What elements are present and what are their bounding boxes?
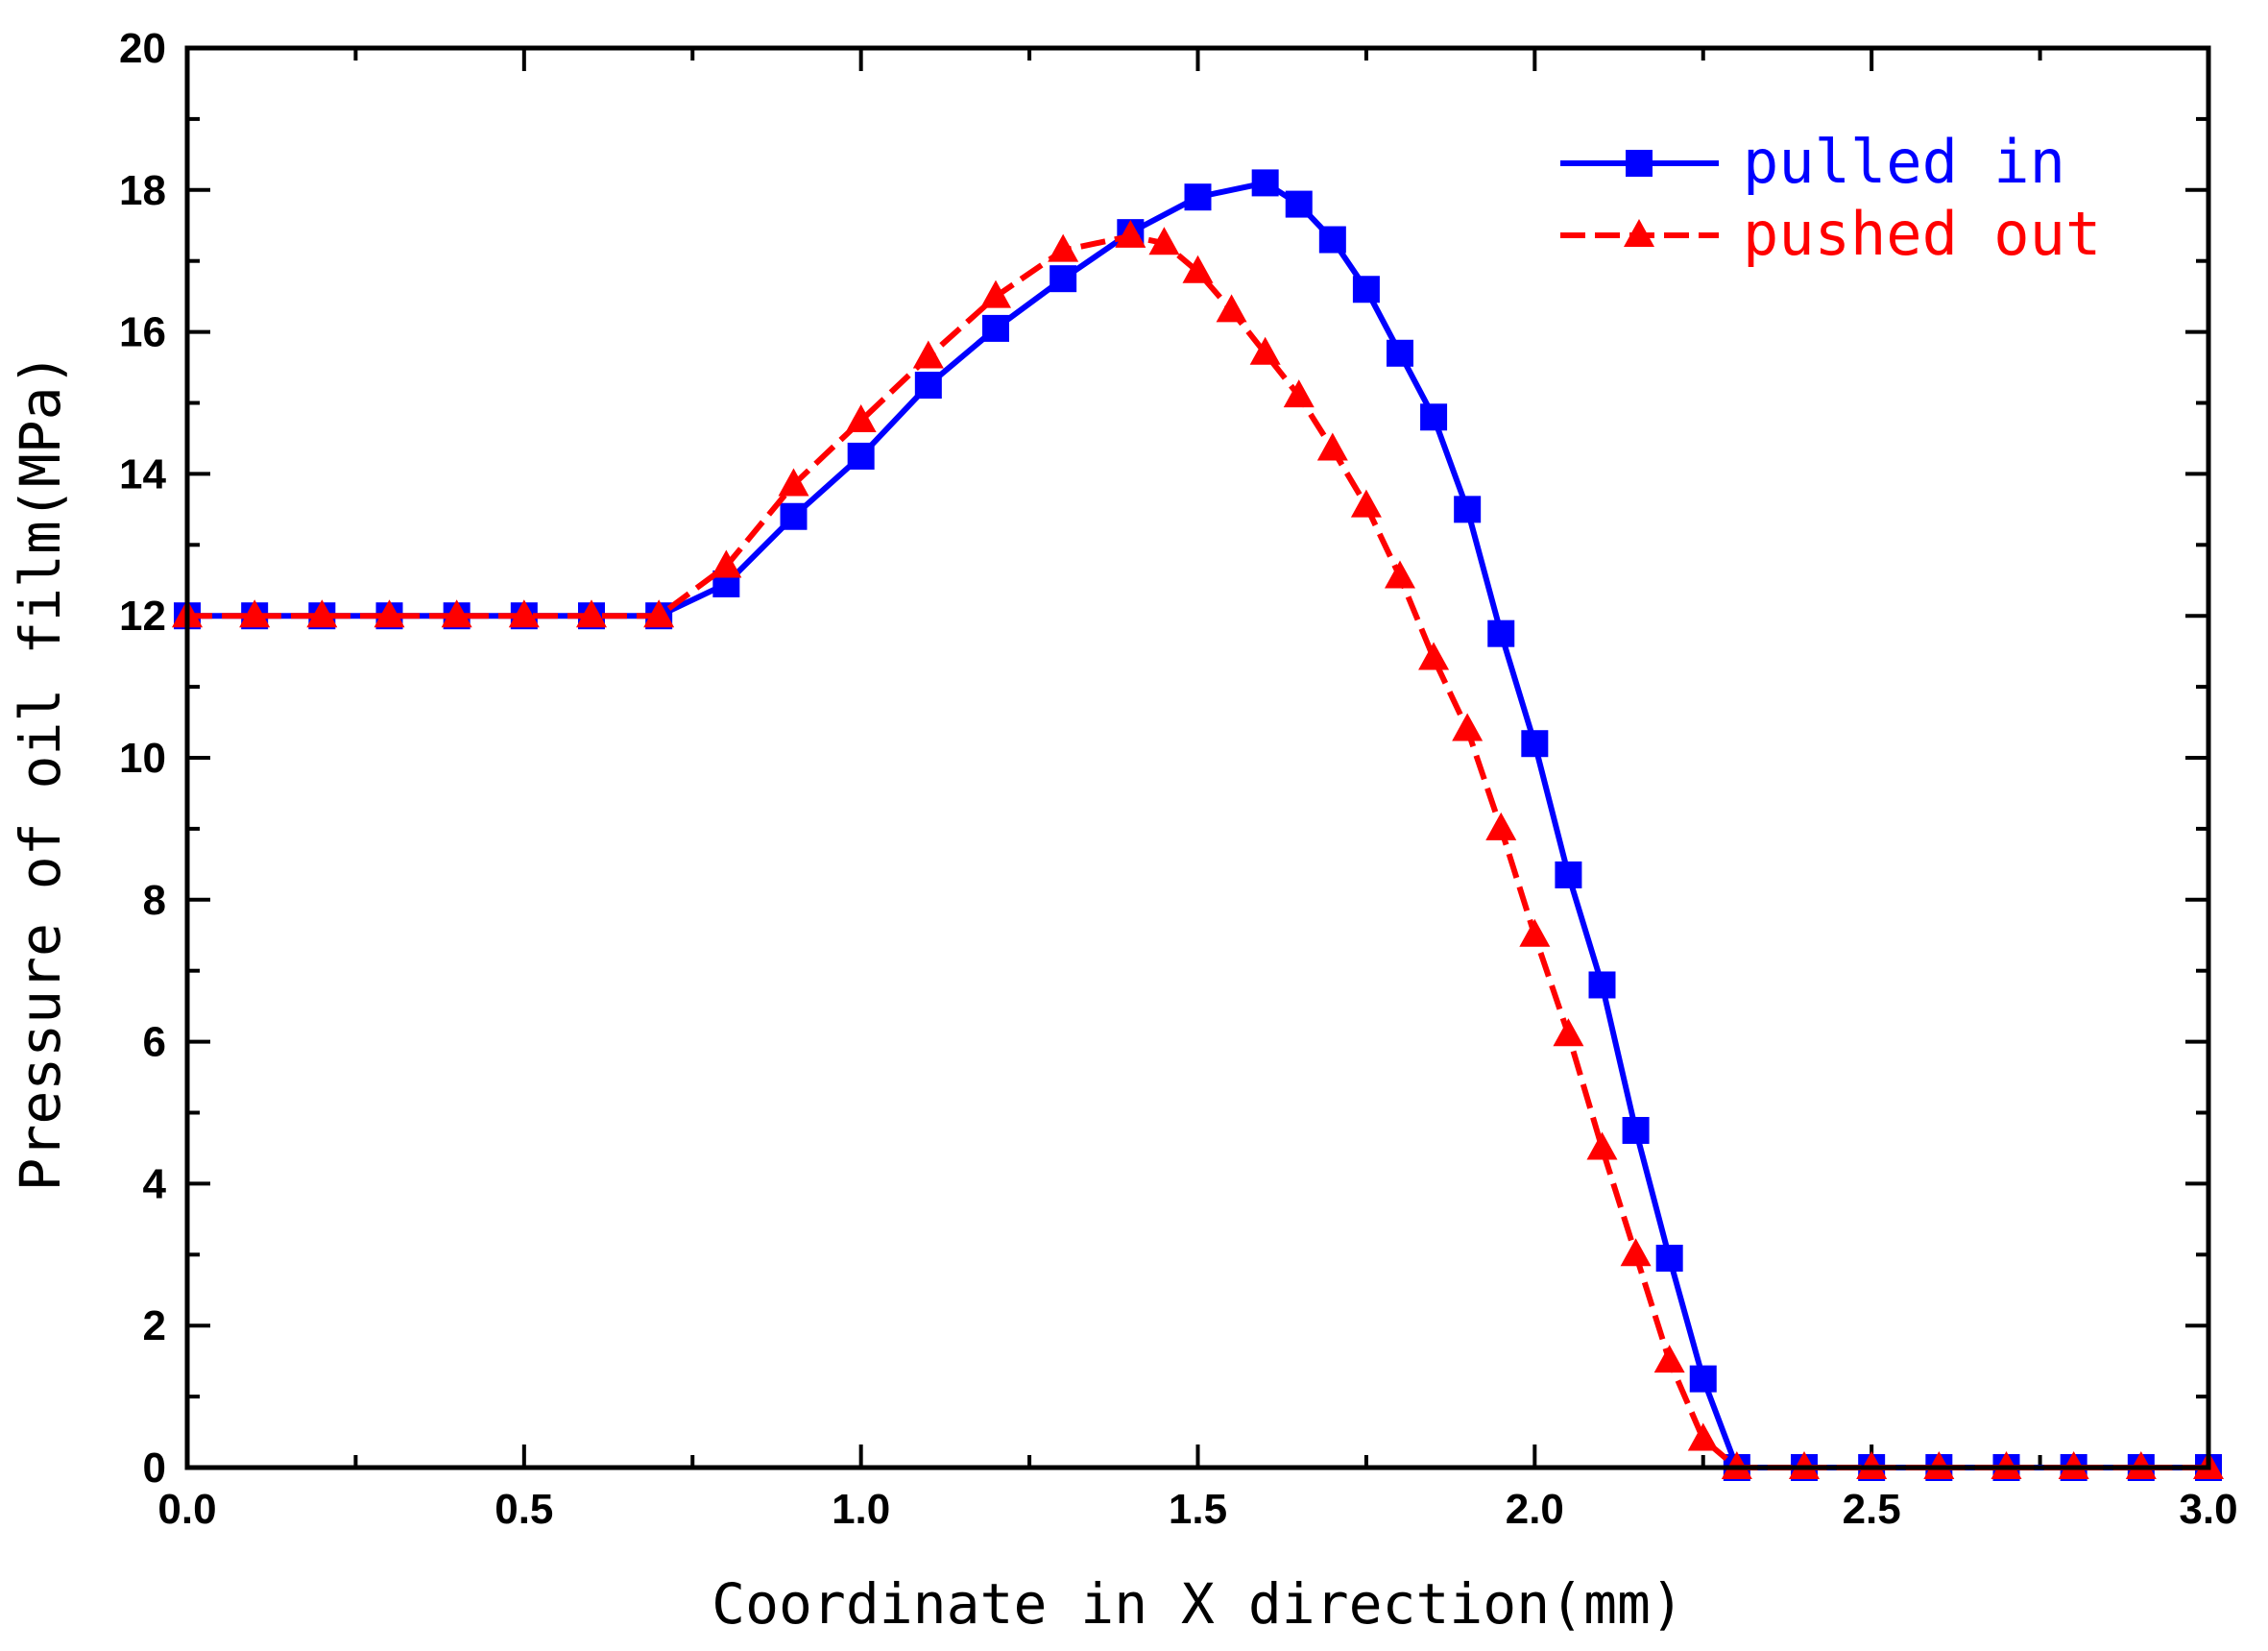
data-point-triangle	[1283, 379, 1315, 408]
data-point-triangle	[1385, 560, 1415, 589]
data-point-square	[1454, 496, 1482, 523]
data-point-triangle	[778, 468, 809, 497]
data-point-triangle	[1485, 812, 1517, 840]
data-point-triangle	[643, 599, 675, 628]
data-point-triangle	[1115, 219, 1146, 248]
x-tick-label: 2.0	[1506, 1486, 1564, 1533]
data-point-square	[1555, 861, 1582, 888]
y-tick-label: 2	[143, 1302, 166, 1349]
data-point-square	[1655, 1244, 1683, 1272]
data-point-triangle	[912, 340, 944, 369]
data-point-triangle	[845, 403, 877, 432]
data-point-square	[1588, 971, 1616, 999]
data-point-triangle	[576, 599, 607, 628]
data-point-square	[1689, 1365, 1717, 1393]
y-tick-label: 12	[119, 593, 166, 640]
y-tick-label: 4	[143, 1160, 167, 1207]
data-point-square	[1285, 190, 1313, 218]
data-point-triangle	[1148, 227, 1180, 255]
series-line	[187, 180, 2208, 1470]
legend-label: pulled in	[1743, 127, 2065, 197]
data-point-square	[1387, 339, 1413, 367]
data-point-triangle	[711, 549, 742, 578]
data-point-square	[1184, 183, 1212, 211]
data-point-triangle	[1249, 336, 1281, 365]
data-point-square	[1352, 276, 1380, 303]
x-axis-title: Coordinate in X direction(mm)	[712, 1571, 1684, 1637]
data-point-square	[982, 314, 1009, 342]
x-tick-label: 0.0	[157, 1486, 216, 1533]
data-point-triangle	[1316, 432, 1348, 461]
data-point-triangle	[980, 279, 1011, 308]
data-point-triangle	[1350, 489, 1382, 518]
y-tick-label: 16	[119, 309, 166, 356]
y-tick-label: 0	[143, 1445, 166, 1492]
plot-frame	[184, 45, 2211, 1470]
series-pulled-in	[174, 169, 2222, 1481]
data-point-triangle	[1216, 294, 1247, 323]
data-point-triangle	[508, 599, 540, 628]
y-tick-label: 10	[119, 735, 166, 782]
y-tick-label: 6	[143, 1019, 166, 1066]
data-point-triangle	[1620, 1238, 1652, 1267]
data-point-triangle	[441, 599, 472, 628]
data-point-triangle	[1519, 918, 1551, 947]
data-point-square	[780, 502, 808, 530]
data-point-triangle	[1687, 1422, 1719, 1451]
data-point-square	[1487, 619, 1515, 647]
data-point-triangle	[1586, 1131, 1618, 1160]
data-point-triangle	[1553, 1018, 1584, 1047]
legend-label: pushed out	[1743, 199, 2101, 269]
legend-item: pulled in	[1560, 127, 2065, 197]
tick-labels: 0.0 0.5 1.0 1.5 2.0 2.5 3.0 0 2 4 6 8 10 12 14 16 18 20	[119, 25, 2238, 1533]
y-tick-label: 20	[119, 25, 166, 72]
data-point-square	[914, 372, 942, 400]
series-line	[187, 232, 2208, 1470]
y-axis-title: Pressure of oil film(MPa)	[8, 353, 73, 1192]
data-point-triangle	[1182, 255, 1214, 283]
x-tick-label: 1.5	[1169, 1486, 1227, 1533]
data-point-triangle	[374, 599, 405, 628]
data-point-triangle	[239, 599, 271, 628]
legend-marker	[1626, 150, 1653, 177]
data-point-triangle	[306, 599, 338, 628]
x-tick-label: 3.0	[2179, 1486, 2237, 1533]
data-point-square	[1251, 169, 1279, 197]
legend-marker	[1624, 219, 1654, 247]
data-point-square	[1420, 403, 1448, 431]
data-point-square	[1521, 730, 1549, 758]
legend-item: pushed out	[1560, 199, 2101, 269]
series-layer	[172, 169, 2224, 1481]
data-point-triangle	[1653, 1345, 1685, 1373]
x-tick-label: 1.0	[832, 1486, 890, 1533]
data-point-triangle	[1048, 233, 1079, 262]
series-pushed-out	[172, 219, 2224, 1479]
data-point-square	[1622, 1116, 1650, 1144]
data-point-triangle	[1418, 642, 1450, 670]
x-tick-label: 2.5	[1843, 1486, 1901, 1533]
data-point-triangle	[1452, 713, 1484, 741]
data-point-square	[847, 442, 875, 470]
y-tick-label: 18	[119, 167, 166, 214]
data-point-square	[1318, 226, 1346, 254]
x-tick-label: 0.5	[495, 1486, 553, 1533]
data-point-square	[1050, 265, 1077, 293]
y-tick-label: 14	[119, 450, 166, 498]
y-tick-label: 8	[143, 877, 166, 924]
